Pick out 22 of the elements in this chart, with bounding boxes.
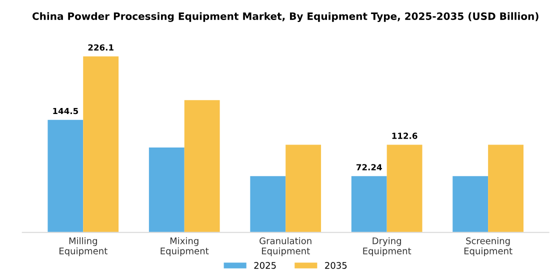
bar (386, 144, 422, 232)
chart-title: China Powder Processing Equipment Market, By Equipment Type, 2025-2035 (USD Billion) (32, 12, 538, 22)
bar (83, 56, 119, 232)
data-label: 112.6 (392, 132, 418, 139)
bar (286, 144, 322, 232)
legend-label: 2035 (325, 262, 347, 269)
data-label: 72.24 (356, 164, 382, 170)
legend-label: 2025 (254, 262, 276, 269)
x-tick-label: Milling Equipment (60, 237, 108, 256)
x-tick-label: Drying Equipment (363, 237, 412, 256)
bar (488, 144, 524, 232)
bar (184, 100, 220, 232)
bar (148, 148, 184, 232)
bar (351, 176, 387, 232)
x-tick-label: Granulation Equipment (260, 237, 312, 256)
x-tick-label: Mixing Equipment (160, 237, 209, 256)
data-label: 226.1 (88, 44, 114, 51)
bar (48, 120, 84, 232)
data-label: 144.5 (53, 108, 78, 114)
bar (452, 176, 488, 232)
x-tick-label: Screening Equipment (464, 237, 512, 256)
bar (250, 176, 286, 232)
